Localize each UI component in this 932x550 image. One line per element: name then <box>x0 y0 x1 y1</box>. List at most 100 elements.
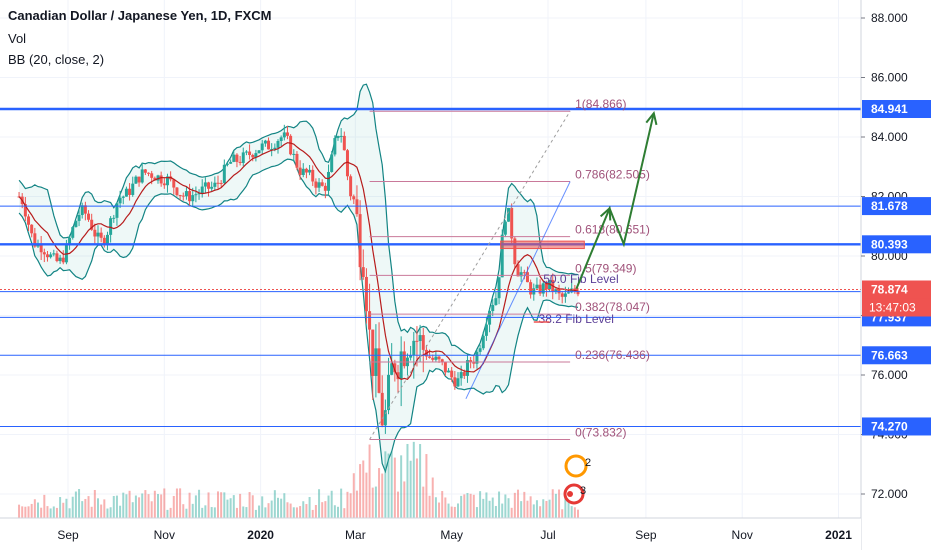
volume-bar <box>577 509 579 518</box>
volume-bar <box>24 506 27 518</box>
volume-bar <box>201 507 204 518</box>
volume-bar <box>21 506 24 518</box>
price-tick-label: 86.000 <box>871 71 908 85</box>
volume-bar <box>141 493 144 518</box>
event-marker-count: 2 <box>585 457 591 469</box>
volume-bar <box>463 494 466 518</box>
volume-bar <box>163 488 166 518</box>
candle-body <box>279 137 283 142</box>
candle-body <box>244 151 248 153</box>
volume-bar <box>191 503 194 518</box>
volume-bar <box>40 507 43 518</box>
volume-bar <box>207 492 210 518</box>
resistance-zone[interactable] <box>500 240 585 250</box>
candle-body <box>500 234 504 278</box>
volume-bar <box>378 468 381 518</box>
event-marker-icon[interactable] <box>564 454 588 478</box>
volume-bar <box>384 451 387 518</box>
candle-body <box>282 132 286 138</box>
candle-body <box>399 351 403 380</box>
bollinger-bands-label[interactable]: BB (20, close, 2) <box>8 52 105 67</box>
volume-bar <box>387 453 390 518</box>
volume-bar <box>210 507 213 518</box>
volume-bar <box>30 503 33 518</box>
volume-bar <box>507 498 510 518</box>
chart-title: Canadian Dollar / Japanese Yen, 1D, FXCM <box>8 8 272 23</box>
candle-body <box>336 136 340 139</box>
candle-body <box>273 147 277 149</box>
volume-bar <box>532 504 535 518</box>
volume-bar <box>242 506 245 518</box>
volume-bar <box>283 493 286 518</box>
volume-bar <box>229 498 232 518</box>
volume-bar <box>81 501 84 518</box>
candle-body <box>289 135 293 155</box>
candle-body <box>507 207 511 222</box>
candle-body <box>450 370 454 378</box>
volume-bar <box>295 507 298 518</box>
candle-body <box>345 150 349 177</box>
volume-bar <box>564 491 567 518</box>
volume-bar <box>510 507 513 518</box>
candle-body <box>494 298 498 305</box>
volume-bar <box>185 508 188 518</box>
time-axis-background <box>0 518 861 550</box>
fibonacci-retracement[interactable]: 1(84.866) 0.786(82.505) 0.618(80.651) 0.5(7… <box>369 97 650 440</box>
event-markers[interactable]: 23 <box>563 454 591 505</box>
volume-bar <box>346 491 349 518</box>
candle-body <box>30 224 34 234</box>
volume-bar <box>472 494 475 518</box>
volume-bar <box>106 508 109 518</box>
candle-body <box>150 173 154 178</box>
event-marker-icon[interactable] <box>563 483 585 505</box>
volume-bar <box>223 492 226 518</box>
volume-bar <box>147 494 150 518</box>
candle-body <box>390 363 394 375</box>
channel-line[interactable] <box>465 181 571 400</box>
candle-body <box>207 182 211 189</box>
candle-body <box>292 153 296 155</box>
volume-bar <box>450 506 453 518</box>
candle-body <box>153 177 157 181</box>
candle-body <box>418 335 422 342</box>
candle-body <box>248 151 252 156</box>
candle-body <box>251 155 255 158</box>
volume-bar <box>567 488 570 518</box>
candle-body <box>396 372 400 380</box>
candle-body <box>99 232 103 238</box>
price-level-tag-label: 84.941 <box>871 102 908 116</box>
volume-bar <box>406 443 409 518</box>
volume-bar <box>226 499 229 518</box>
volume-bar <box>479 491 482 518</box>
candle-body <box>267 140 271 150</box>
volume-bar <box>217 491 219 518</box>
price-level-tag-label: 81.678 <box>871 199 908 213</box>
candle-body <box>453 377 457 387</box>
candle-body <box>380 392 384 426</box>
candle-body <box>377 348 381 393</box>
candle-body <box>42 252 46 255</box>
volume-bar <box>175 488 178 518</box>
candle-body <box>118 197 122 204</box>
volume-bar <box>517 489 519 518</box>
candle-body <box>320 182 324 186</box>
candle-body <box>311 169 315 182</box>
volume-bar <box>220 492 223 518</box>
volume-indicator-label[interactable]: Vol <box>8 31 27 46</box>
price-tick-label: 72.000 <box>871 487 908 501</box>
candle-body <box>175 187 179 196</box>
candle-body <box>134 176 138 184</box>
candle-body <box>194 194 198 196</box>
candle-body <box>437 356 441 360</box>
volume-bar <box>52 506 55 518</box>
volume-bar <box>254 509 257 518</box>
volume-bar <box>330 490 333 518</box>
candle-body <box>159 175 163 184</box>
candle-body <box>203 182 207 187</box>
volume-bar <box>100 504 103 518</box>
grid <box>0 0 861 518</box>
volume-bar <box>548 499 551 518</box>
projection-arrow[interactable] <box>575 112 655 290</box>
volume-bar <box>109 507 112 518</box>
